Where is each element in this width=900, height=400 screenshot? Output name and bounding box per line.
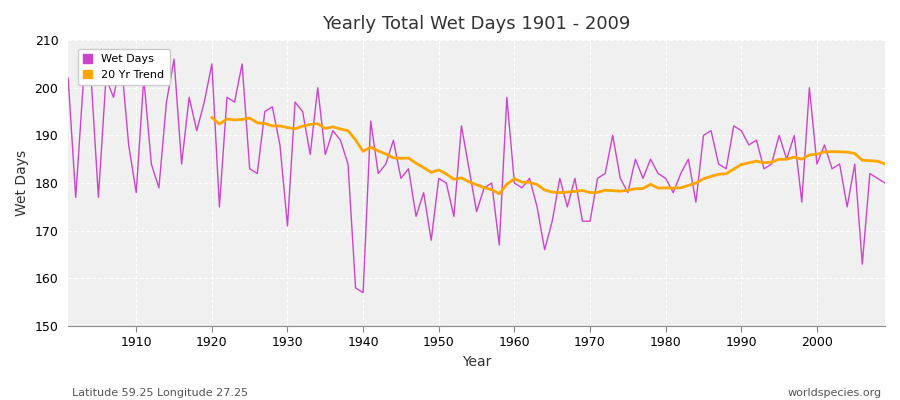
X-axis label: Year: Year xyxy=(462,355,491,369)
Legend: Wet Days, 20 Yr Trend: Wet Days, 20 Yr Trend xyxy=(77,48,170,86)
Text: worldspecies.org: worldspecies.org xyxy=(788,388,882,398)
Y-axis label: Wet Days: Wet Days xyxy=(15,150,29,216)
Text: Latitude 59.25 Longitude 27.25: Latitude 59.25 Longitude 27.25 xyxy=(72,388,248,398)
Title: Yearly Total Wet Days 1901 - 2009: Yearly Total Wet Days 1901 - 2009 xyxy=(322,15,631,33)
